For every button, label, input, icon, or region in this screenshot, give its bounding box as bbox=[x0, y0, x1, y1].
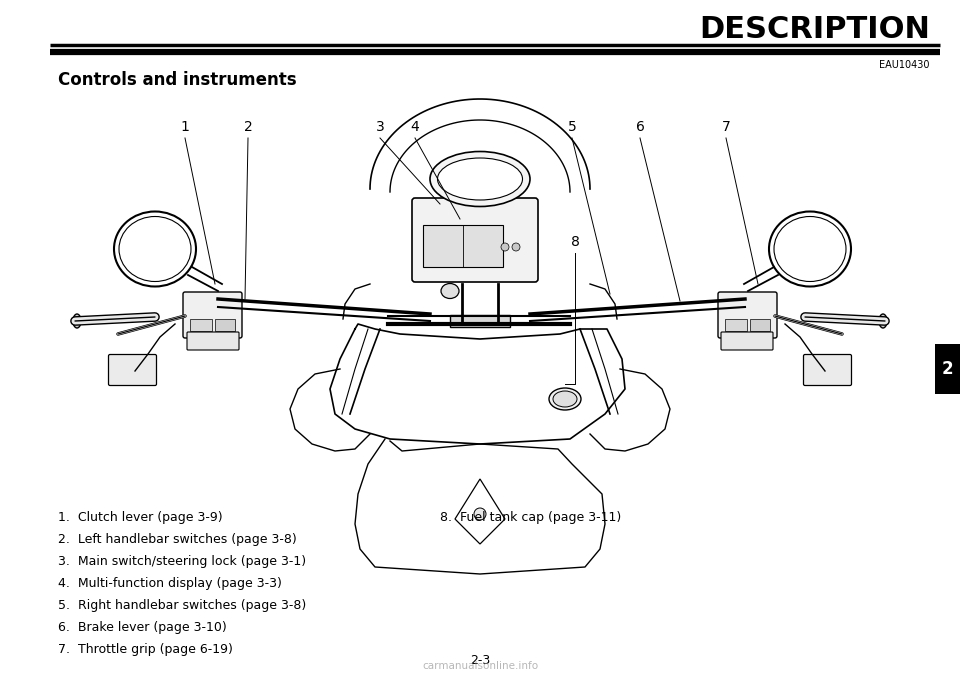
Ellipse shape bbox=[774, 217, 846, 282]
Text: 5.  Right handlebar switches (page 3-8): 5. Right handlebar switches (page 3-8) bbox=[58, 599, 306, 612]
Text: 8: 8 bbox=[570, 235, 580, 249]
FancyBboxPatch shape bbox=[721, 332, 773, 350]
Ellipse shape bbox=[73, 314, 81, 328]
FancyBboxPatch shape bbox=[108, 354, 156, 386]
Text: 2: 2 bbox=[244, 120, 252, 134]
Text: EAU10430: EAU10430 bbox=[879, 60, 930, 70]
Bar bbox=[725, 319, 747, 331]
Text: 4.  Multi-function display (page 3-3): 4. Multi-function display (page 3-3) bbox=[58, 577, 282, 590]
Text: 4: 4 bbox=[411, 120, 420, 134]
Text: 3.  Main switch/steering lock (page 3-1): 3. Main switch/steering lock (page 3-1) bbox=[58, 555, 306, 568]
Text: 5: 5 bbox=[567, 120, 576, 134]
Ellipse shape bbox=[430, 151, 530, 206]
Ellipse shape bbox=[501, 243, 509, 251]
Text: 7.  Throttle grip (page 6-19): 7. Throttle grip (page 6-19) bbox=[58, 643, 233, 656]
Bar bbox=[750, 319, 770, 331]
Ellipse shape bbox=[441, 284, 459, 299]
FancyBboxPatch shape bbox=[412, 198, 538, 282]
Ellipse shape bbox=[769, 211, 851, 287]
Text: 2-3: 2-3 bbox=[469, 655, 491, 667]
Text: 3: 3 bbox=[375, 120, 384, 134]
Bar bbox=[450, 315, 510, 327]
Ellipse shape bbox=[553, 391, 577, 407]
Text: 1.  Clutch lever (page 3-9): 1. Clutch lever (page 3-9) bbox=[58, 511, 223, 524]
Text: DESCRIPTION: DESCRIPTION bbox=[699, 16, 930, 45]
Ellipse shape bbox=[474, 508, 486, 520]
Text: 1: 1 bbox=[180, 120, 189, 134]
Ellipse shape bbox=[438, 158, 522, 200]
Text: 8.  Fuel tank cap (page 3-11): 8. Fuel tank cap (page 3-11) bbox=[440, 511, 621, 524]
FancyBboxPatch shape bbox=[804, 354, 852, 386]
FancyBboxPatch shape bbox=[183, 292, 242, 338]
FancyBboxPatch shape bbox=[187, 332, 239, 350]
Ellipse shape bbox=[119, 217, 191, 282]
Text: 6: 6 bbox=[636, 120, 644, 134]
Ellipse shape bbox=[879, 314, 887, 328]
Text: 2.  Left handlebar switches (page 3-8): 2. Left handlebar switches (page 3-8) bbox=[58, 533, 297, 546]
Ellipse shape bbox=[549, 388, 581, 410]
Text: 2: 2 bbox=[941, 360, 953, 378]
Text: carmanualsonline.info: carmanualsonline.info bbox=[422, 661, 538, 671]
Text: 7: 7 bbox=[722, 120, 731, 134]
FancyBboxPatch shape bbox=[718, 292, 777, 338]
Bar bbox=[423, 225, 503, 267]
Bar bbox=[215, 319, 235, 331]
Ellipse shape bbox=[512, 243, 520, 251]
Text: Controls and instruments: Controls and instruments bbox=[58, 71, 297, 89]
Bar bbox=[190, 319, 212, 331]
Text: 6.  Brake lever (page 3-10): 6. Brake lever (page 3-10) bbox=[58, 621, 227, 634]
Ellipse shape bbox=[114, 211, 196, 287]
Bar bbox=[935, 344, 960, 394]
